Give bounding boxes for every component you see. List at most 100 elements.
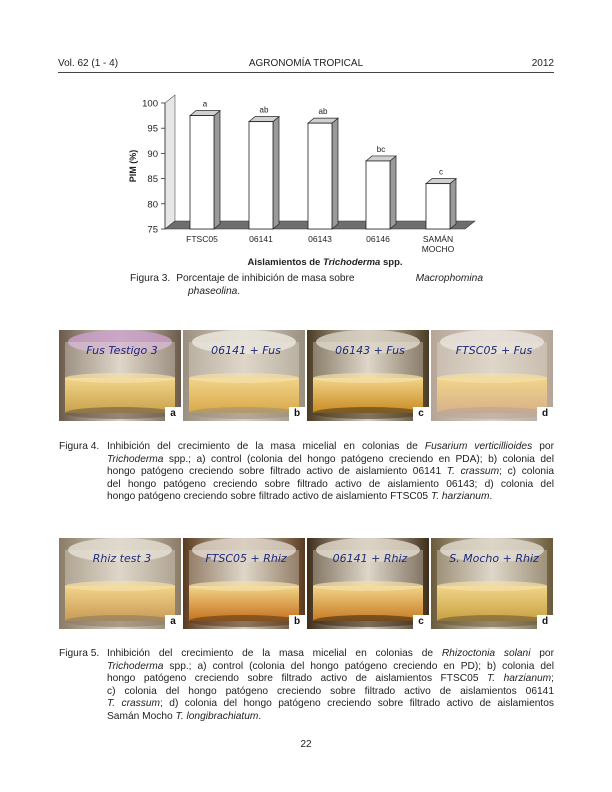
bar-significance-letter: bc: [377, 145, 385, 154]
caption-text: .: [489, 491, 493, 503]
figure4-line: del hongo patógeno creciendo sobre filtr…: [107, 479, 554, 492]
bar-chart-figure3: 75 80 85 90 95 100 PIM (%) a FTSC05 ab 06141 ab 0614…: [128, 94, 476, 268]
bar-significance-letter: ab: [319, 107, 328, 116]
flask-photo-image: [307, 330, 429, 421]
x-axis-label: Aislamientos de Trichoderma spp.: [247, 257, 402, 268]
figure3-line2-end: .: [237, 285, 241, 297]
caption-text: .: [258, 710, 262, 722]
figure4-line: hongo patógeno creciendo sobre filtrado …: [107, 491, 554, 504]
bar: [307, 122, 333, 230]
caption-italic-text: Trichoderma: [107, 453, 164, 465]
handwritten-label: Fus Testigo 3: [86, 344, 158, 357]
photo-tag: c: [413, 407, 429, 421]
caption-italic-text: T. crassum: [446, 466, 500, 478]
handwritten-label: S. Mocho + Rhiz: [449, 552, 539, 565]
photo-tag: d: [537, 407, 553, 421]
flask-photo-image: [431, 538, 553, 629]
figure4-label: Figura 4.: [59, 441, 100, 452]
flask-photo-image: [307, 538, 429, 629]
photo-tag: a: [165, 615, 181, 629]
handwritten-label: 06141 + Fus: [211, 344, 281, 357]
caption-text: por: [530, 648, 554, 659]
bar-side: [213, 109, 221, 230]
year-label: 2012: [531, 58, 554, 69]
caption-text: spp.; a) control (colonia del hongo pató…: [163, 453, 554, 465]
bar: [365, 160, 391, 230]
figure3-caption: Figura 3. Porcentaje de inhibición de ma…: [130, 273, 483, 298]
running-header: Vol. 62 (1 - 4) AGRONOMÍA TROPICAL 2012: [58, 58, 554, 72]
bar-significance-letter: a: [203, 100, 208, 109]
handwritten-label: FTSC05 + Fus: [455, 344, 533, 357]
caption-italic-text: T. crassum: [107, 698, 161, 710]
figure5-line: c) colonia del hongo patógeno creciendo …: [107, 686, 554, 699]
bar: [248, 121, 274, 230]
handwritten-label: FTSC05 + Rhiz: [205, 552, 287, 565]
figure5-label: Figura 5.: [59, 648, 100, 659]
caption-text: por: [532, 441, 554, 452]
handwritten-label: 06141 + Rhiz: [332, 552, 408, 565]
caption-text: hongo patógeno creciendo sobre filtrado …: [107, 466, 447, 478]
page-number: 22: [300, 739, 312, 750]
figure5-photo-strip: Rhiz test 3 a FTSC05 + Rhiz b 06141 + Rhiz c S…: [59, 538, 553, 629]
caption-text: hongo patógeno creciendo sobre filtrado …: [107, 491, 431, 503]
x-axis-label-italic: Trichoderma: [323, 257, 380, 268]
figure4-photo-b: 06141 + Fus b: [183, 330, 305, 421]
figure4-line: hongo patógeno creciendo sobre filtrado …: [107, 466, 554, 479]
figure5-line: Inhibición del crecimiento de la masa mi…: [107, 648, 554, 661]
photo-tag: b: [289, 615, 305, 629]
figure5-line: hongo patógeno creciendo sobre filtrado …: [107, 673, 554, 686]
figure3-label: Figura 3.: [130, 273, 171, 284]
y-tick-label: 85: [147, 174, 158, 185]
y-tick-label: 80: [147, 199, 158, 210]
caption-text: spp.; a) control (colonia del hongo pató…: [163, 660, 554, 672]
caption-text: ; d) colonia del hongo patógeno creciend…: [160, 698, 554, 710]
figure3-line2: phaseolina.: [130, 286, 483, 299]
figure4-photo-a: Fus Testigo 3 a: [59, 330, 181, 421]
x-tick-label: FTSC05: [186, 234, 218, 244]
figure5-line: T. crassum; d) colonia del hongo patógen…: [107, 698, 554, 711]
figure4-caption: Figura 4. Inhibición del crecimiento de l…: [59, 441, 554, 504]
caption-italic-text: T. harzianum: [486, 673, 552, 685]
y-tick-label: 75: [147, 225, 158, 236]
bar-side: [449, 177, 457, 230]
caption-text: Inhibición del crecimiento de la masa mi…: [107, 441, 425, 452]
x-tick-label: MOCHO: [422, 244, 455, 254]
figure3-line2-italic: phaseolina: [188, 285, 238, 297]
figure5-photo-b: FTSC05 + Rhiz b: [183, 538, 305, 629]
x-tick-label: 06146: [366, 234, 390, 244]
caption-italic-text: Trichoderma: [107, 660, 164, 672]
figure5-caption: Figura 5. Inhibición del crecimiento de l…: [59, 648, 554, 724]
figure5-body: Inhibición del crecimiento de la masa mi…: [107, 648, 554, 724]
figure5-photo-d: S. Mocho + Rhiz d: [431, 538, 553, 629]
caption-text: Samán Mocho: [107, 710, 176, 722]
caption-text: hongo patógeno creciendo sobre filtrado …: [107, 673, 487, 685]
figure4-line: Inhibición del crecimiento de la masa mi…: [107, 441, 554, 454]
caption-text: del hongo patógeno creciendo sobre filtr…: [107, 478, 554, 490]
figure3-text: Porcentaje de inhibición de masa sobre: [176, 273, 355, 284]
flask-photo-image: [59, 538, 181, 629]
flask-photo-image: [431, 330, 553, 421]
volume-label: Vol. 62 (1 - 4): [58, 58, 119, 69]
bar: [189, 115, 215, 230]
x-axis-label-prefix: Aislamientos de: [247, 257, 323, 268]
chart-side-wall: [164, 94, 176, 230]
photo-tag: a: [165, 407, 181, 421]
flask-photo-image: [183, 538, 305, 629]
x-tick-label: 06141: [249, 234, 273, 244]
caption-italic-text: T. longibrachiatum: [175, 710, 259, 722]
figure3-line1: Porcentaje de inhibición de masa sobre M…: [176, 273, 483, 286]
figure5-line: Samán Mocho T. longibrachiatum.: [107, 711, 554, 724]
bar: [425, 183, 451, 230]
caption-italic-text: Fusarium verticillioides: [424, 441, 533, 452]
caption-italic-text: T. harzianum: [430, 491, 490, 503]
caption-text: c) colonia del hongo patógeno creciendo …: [107, 685, 554, 697]
y-tick-label: 95: [147, 124, 158, 135]
flask-photo-image: [183, 330, 305, 421]
flask-photo-image: [59, 330, 181, 421]
x-tick-label: 06143: [308, 234, 332, 244]
journal-title: AGRONOMÍA TROPICAL: [248, 58, 364, 69]
figure4-photo-strip: Fus Testigo 3 a 06141 + Fus b 06143 + Fus c FT…: [59, 330, 553, 421]
figure4-photo-c: 06143 + Fus c: [307, 330, 429, 421]
y-tick-label: 100: [142, 99, 158, 110]
figure4-line: Trichoderma spp.; a) control (colonia de…: [107, 454, 554, 467]
